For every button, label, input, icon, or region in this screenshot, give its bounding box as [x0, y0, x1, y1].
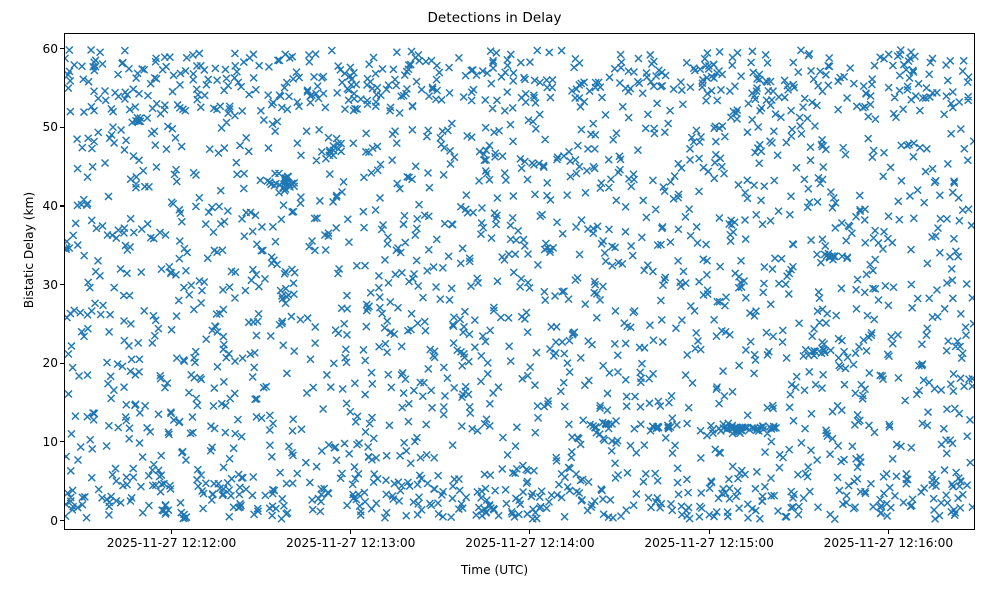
x-tick-label: 2025-11-27 12:12:00 — [106, 536, 237, 550]
y-tick-mark — [60, 205, 64, 207]
x-tick-mark — [529, 530, 531, 534]
x-tick-mark — [708, 530, 710, 534]
y-tick-label: 0 — [50, 513, 58, 528]
y-tick-label: 30 — [42, 277, 58, 292]
plot-area[interactable] — [64, 33, 975, 530]
x-tick-mark — [350, 530, 352, 534]
x-tick-label: 2025-11-27 12:15:00 — [644, 536, 774, 550]
scatter-series — [65, 46, 974, 524]
y-tick-mark — [60, 126, 64, 128]
x-tick-mark — [887, 530, 889, 534]
y-tick-mark — [60, 362, 64, 364]
y-tick-label: 40 — [42, 199, 58, 213]
scatter-markers — [65, 46, 974, 524]
y-tick-mark — [60, 520, 64, 522]
y-tick-label: 20 — [42, 356, 58, 371]
x-tick-label: 2025-11-27 12:13:00 — [286, 536, 416, 550]
y-tick-mark — [60, 284, 64, 286]
x-tick-label: 2025-11-27 12:14:00 — [465, 536, 595, 550]
x-tick-label: 2025-11-27 12:16:00 — [823, 536, 954, 550]
x-axis-label: Time (UTC) — [460, 563, 529, 577]
y-axis-label: Bistatic Delay (km) — [22, 191, 36, 309]
x-tick-mark — [170, 530, 173, 534]
y-tick-mark — [60, 441, 64, 443]
y-tick-label: 50 — [42, 120, 58, 135]
y-tick-label: 10 — [42, 434, 58, 449]
y-tick-label: 60 — [42, 41, 58, 56]
y-tick-mark — [60, 48, 64, 50]
chart-title: Detections in Delay — [427, 10, 562, 26]
